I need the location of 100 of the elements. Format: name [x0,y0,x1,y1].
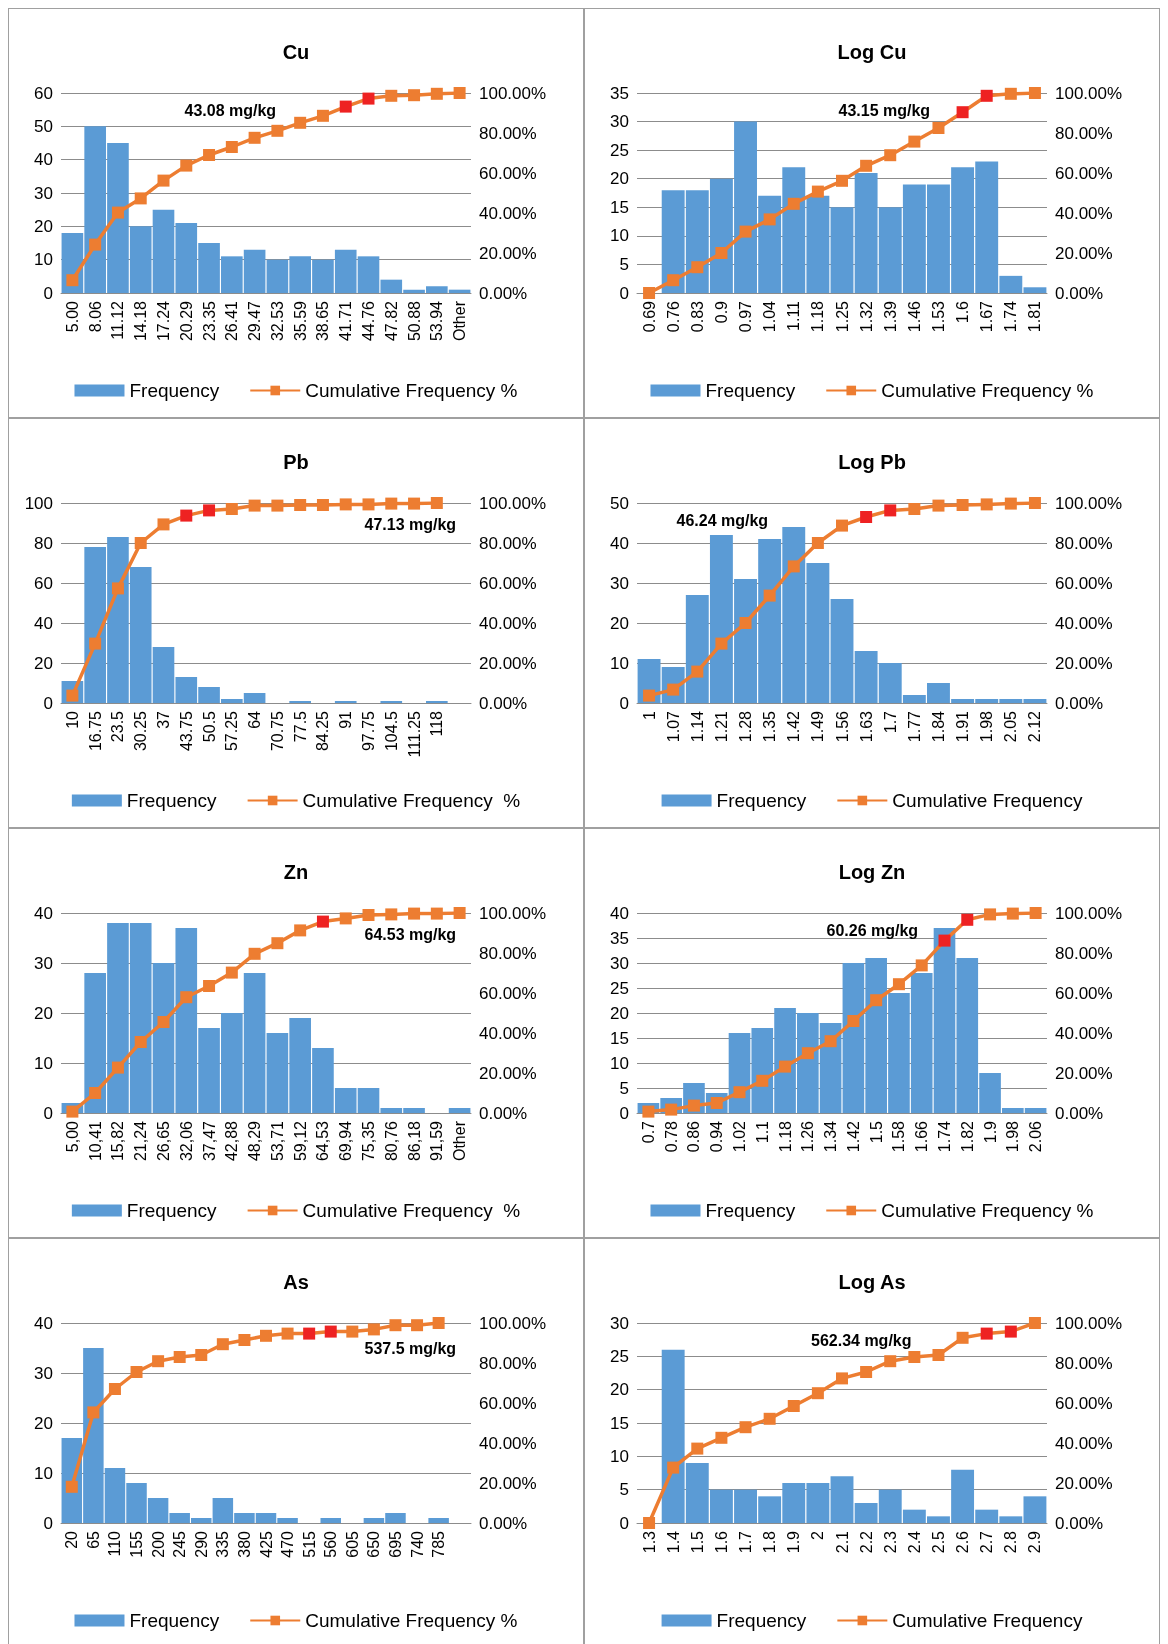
legend-label: Cumulative Frequency % [305,380,518,401]
chart-title: Log Pb [838,451,906,473]
point [892,978,905,991]
y-tick-label: 50 [34,116,53,136]
x-tick-label: 30.25 [132,710,150,752]
point [836,1372,848,1385]
point [130,1366,143,1378]
y2-tick-label: 100.00% [1055,493,1123,513]
x-tick-label: 1.82 [958,1120,976,1153]
y2-tick-label: 60.00% [1055,163,1113,183]
point [811,1387,824,1400]
point [324,1325,337,1338]
point [430,87,443,100]
point [847,1015,860,1027]
y2-tick-label: 100.00% [1055,903,1123,923]
point [908,503,921,515]
x-tick-label: 1.58 [890,1120,908,1153]
y-tick-label: 100 [24,493,53,513]
x-tick-label: 23.5 [109,710,127,743]
bar [830,599,854,703]
point [836,519,848,532]
x-tick-label: 0.76 [664,300,682,333]
point [339,100,352,113]
point [956,499,969,511]
y-tick-label: 20 [34,653,53,673]
y2-tick-label: 80.00% [1055,533,1113,553]
chart-title: Log Cu [837,41,907,63]
x-tick-label: 1.5 [867,1120,885,1144]
x-tick-label: 14.18 [132,300,150,342]
x-tick-label: 20.29 [177,300,195,342]
point [691,665,704,678]
point [271,499,284,512]
point [787,560,800,573]
point [787,197,800,210]
point [408,907,421,920]
x-tick-label: 1.21 [712,710,730,743]
x-tick-label: 15,82 [109,1120,127,1162]
y2-tick-label: 20.00% [1055,1063,1113,1083]
point [180,509,193,522]
y-tick-label: 15 [610,1028,629,1048]
point [1006,907,1019,920]
annotation: 562.34 mg/kg [811,1331,912,1349]
y2-tick-label: 40.00% [1055,203,1113,223]
x-tick-label: 29.47 [246,300,264,342]
y2-tick-label: 0.00% [479,1513,528,1533]
y2-tick-label: 80.00% [479,943,537,963]
point [65,1480,78,1493]
point [1028,1317,1041,1329]
legend-label: Cumulative Frequency % [881,380,1094,401]
x-tick-label: 37 [155,710,172,729]
x-tick-label: 21,24 [132,1120,150,1162]
point [811,185,824,198]
legend-label: Cumulative Frequency % [881,1200,1094,1221]
y2-tick-label: 60.00% [1055,1393,1113,1413]
point [870,994,883,1007]
point [1004,497,1017,510]
point [980,498,993,511]
point [432,1317,445,1329]
point [260,1329,272,1342]
point [691,261,704,274]
x-tick-label: 47.82 [382,300,400,342]
point [203,980,216,992]
x-tick-label: 2.8 [1002,1530,1020,1554]
x-tick-label: 0.69 [640,300,658,333]
x-tick-label: 1.18 [776,1120,794,1153]
x-tick-label: 1.1 [753,1120,771,1144]
x-tick-label: 50.88 [405,300,423,342]
x-tick-label: 1.39 [881,300,899,333]
legend-label: Frequency [129,1610,220,1631]
x-tick-label: 1.35 [761,710,779,743]
point [66,1105,79,1118]
point [271,124,284,137]
point [860,159,873,172]
x-tick-label: 84.25 [314,710,332,752]
annotation: 64.53 mg/kg [364,925,457,943]
point [1004,1325,1017,1338]
point [938,934,951,947]
x-tick-label: 0.9 [712,300,730,324]
point [87,1406,100,1419]
y-tick-label: 25 [610,1346,629,1366]
y-tick-label: 20 [610,1003,629,1023]
point [89,637,102,650]
point [339,498,352,511]
y2-tick-label: 100.00% [479,1313,547,1333]
point [157,174,170,187]
x-tick-label: 335 [214,1530,232,1558]
y-tick-label: 10 [34,1463,53,1483]
x-tick-label: 41.71 [337,300,355,342]
y2-tick-label: 40.00% [479,1433,537,1453]
point [271,937,284,950]
y-tick-label: 20 [34,216,53,236]
x-tick-label: 0.83 [688,300,706,333]
y-tick-label: 40 [610,903,629,923]
legend-label: Frequency [126,790,218,811]
x-tick-label: 5.00 [63,300,81,333]
point [248,947,261,960]
x-tick-label: 1 [640,710,658,720]
y-tick-label: 30 [34,1363,53,1383]
y-tick-label: 0 [619,1513,629,1533]
x-tick-label: 1.98 [1004,1120,1022,1153]
